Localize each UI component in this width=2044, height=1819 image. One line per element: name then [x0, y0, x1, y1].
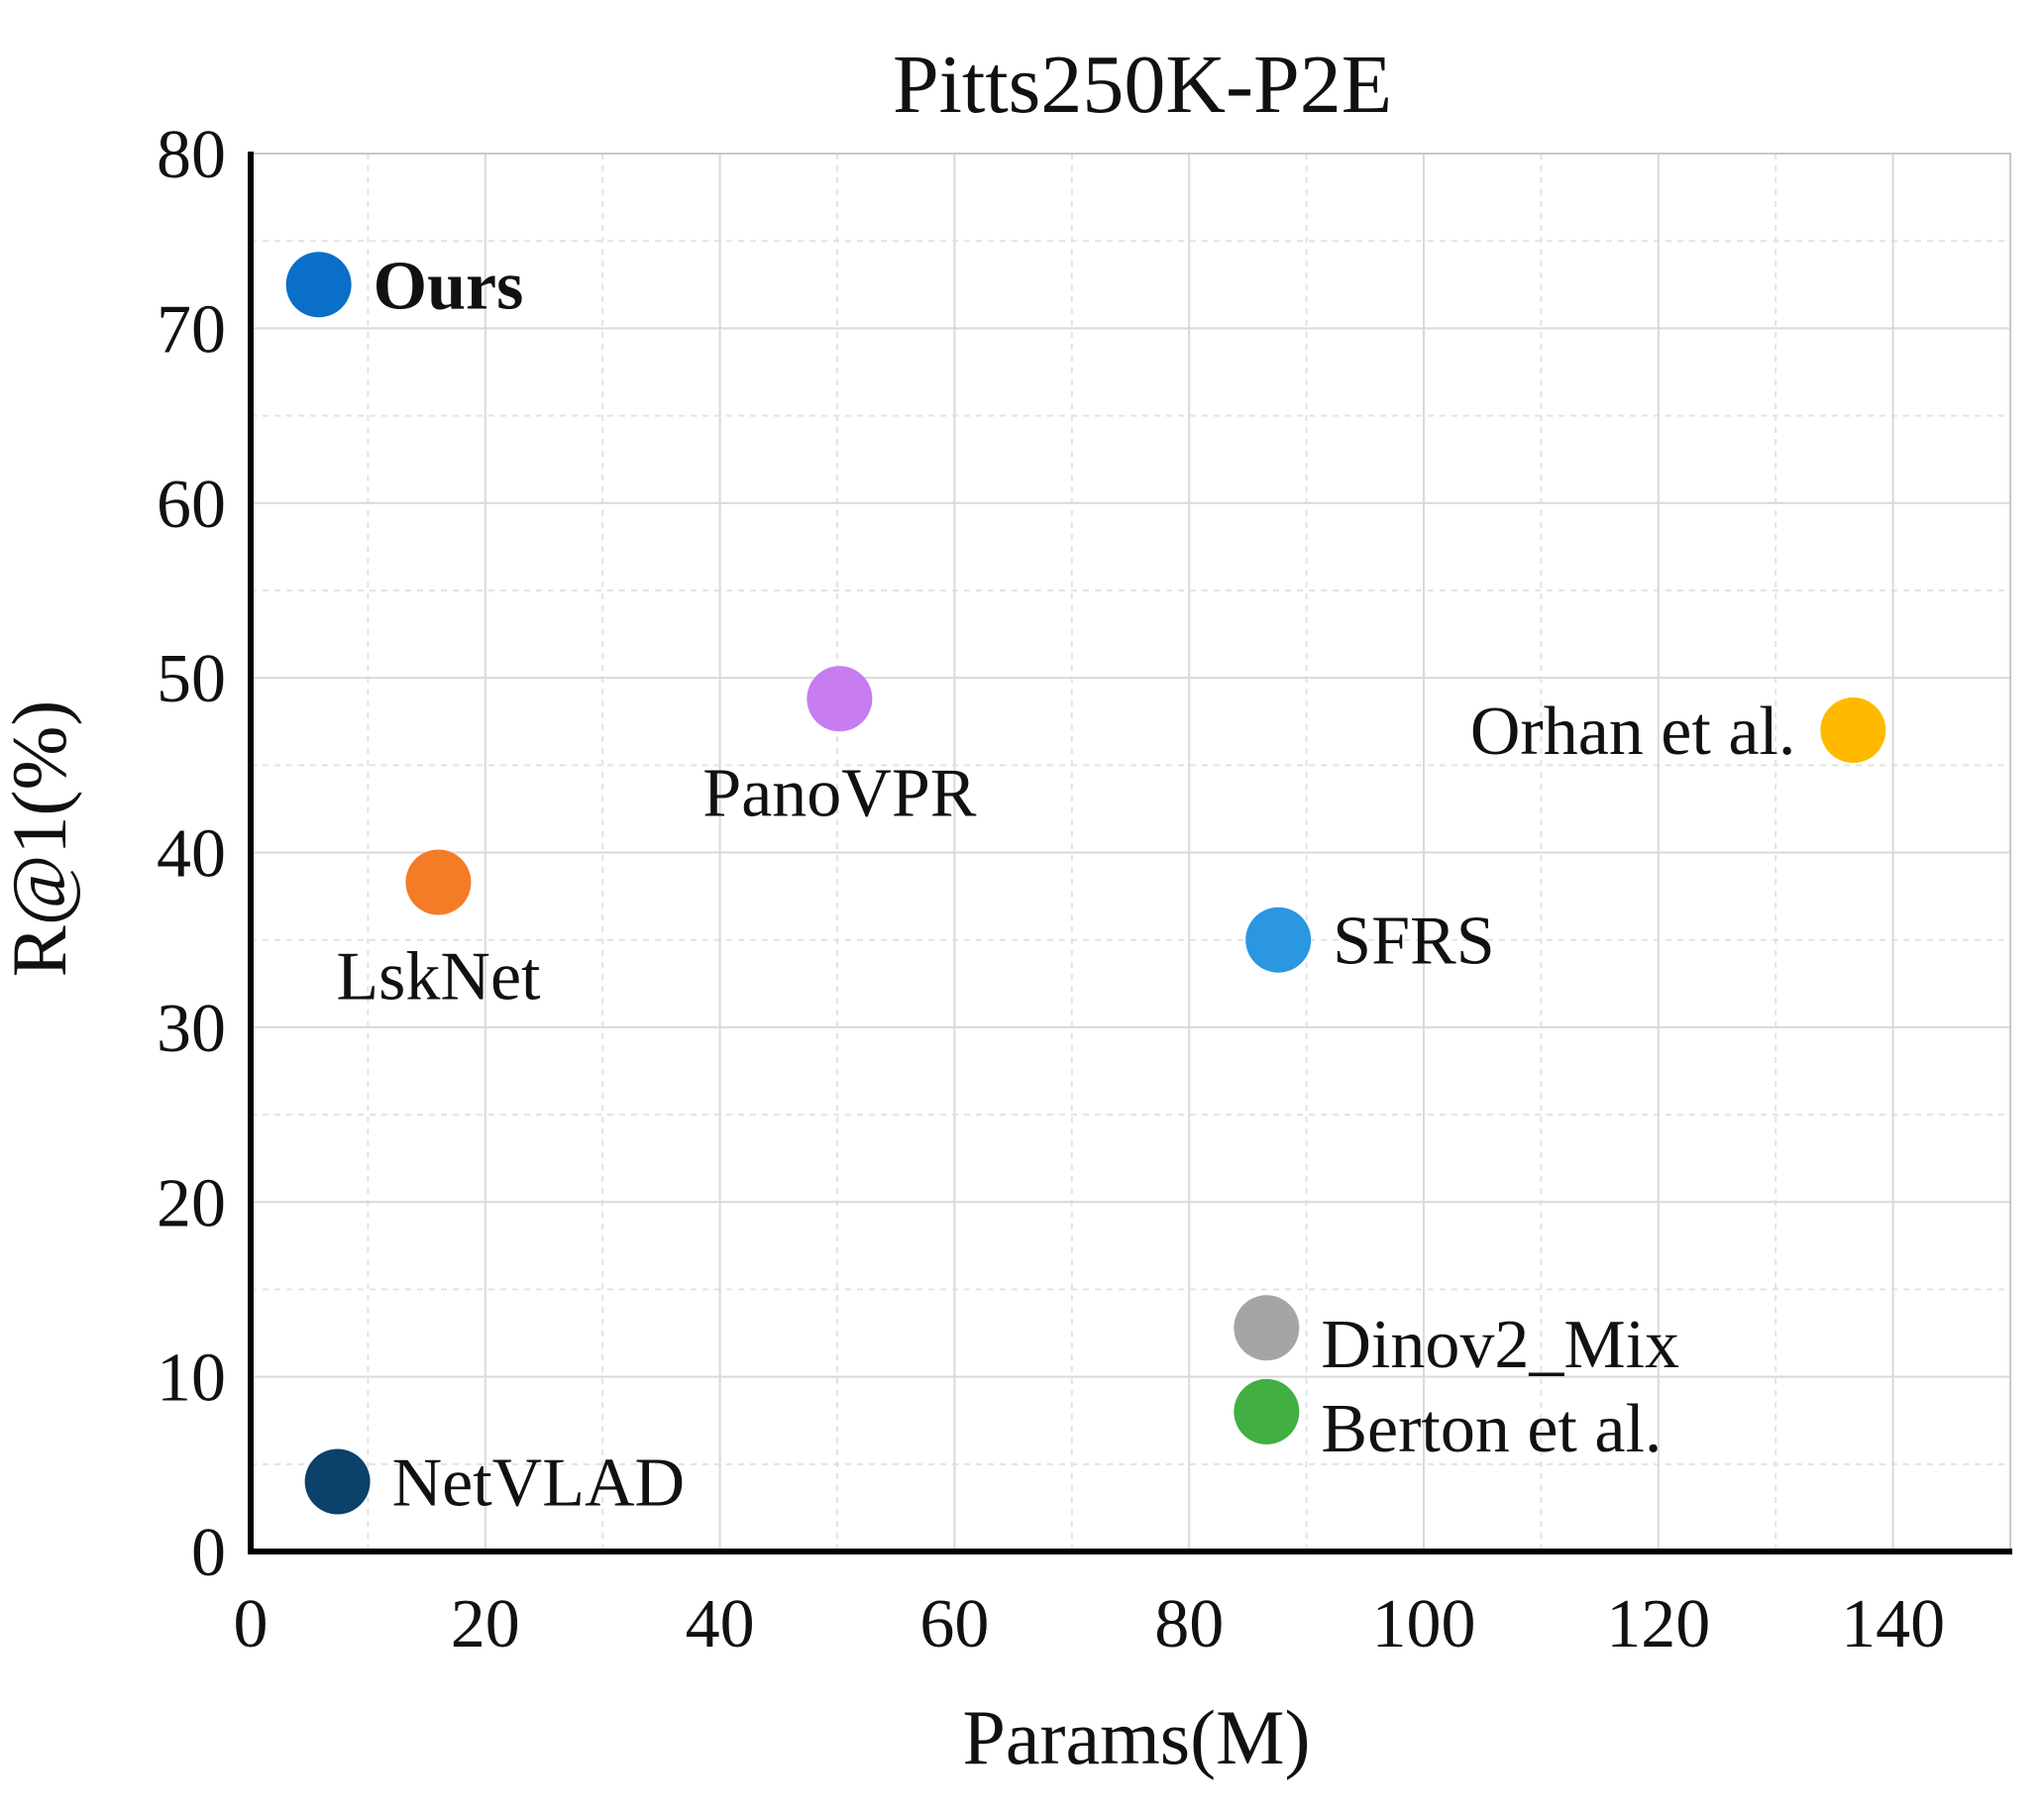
x-tick-label: 120: [1606, 1586, 1710, 1662]
x-tick-label: 80: [1154, 1586, 1224, 1662]
y-tick-label: 80: [157, 117, 226, 193]
point-label-berton-et-al: Berton et al.: [1321, 1391, 1662, 1467]
y-tick-label: 30: [157, 991, 226, 1067]
point-label-netvlad: NetVLAD: [392, 1444, 685, 1521]
data-points: Ours PanoVPR Orhan et al. LskNet SFRS Dinov2_…: [285, 248, 1886, 1521]
point-berton-et-al: [1234, 1378, 1300, 1444]
x-tick-label: 40: [686, 1586, 755, 1662]
point-panovpr: [807, 666, 873, 732]
y-tick-label: 0: [191, 1515, 226, 1591]
point-ours: [285, 252, 352, 318]
point-lsknet: [405, 849, 472, 915]
x-tick-label: 0: [234, 1586, 269, 1662]
x-tick-label: 100: [1372, 1586, 1476, 1662]
point-orhan-et-al: [1820, 697, 1886, 764]
x-axis-label: Params(M): [963, 1694, 1311, 1780]
y-tick-label: 60: [157, 467, 226, 543]
x-tick-label: 60: [919, 1586, 989, 1662]
point-label-ours: Ours: [374, 248, 524, 324]
point-label-panovpr: PanoVPR: [702, 755, 976, 831]
axes: [248, 152, 2012, 1554]
y-tick-label: 70: [157, 291, 226, 368]
point-label-lsknet: LskNet: [336, 938, 541, 1015]
point-sfrs: [1245, 907, 1312, 973]
point-label-sfrs: SFRS: [1333, 904, 1494, 980]
y-tick-label: 10: [157, 1340, 226, 1417]
point-label-orhan-et-al: Orhan et al.: [1470, 694, 1795, 770]
tick-labels: 0 20 40 60 80 100 120 140 0 10 20 30 40 50 60 70 80: [157, 117, 1945, 1662]
chart-title: Pitts250K-P2E: [893, 39, 1392, 131]
y-axis-label: R@1(%): [0, 700, 82, 978]
point-netvlad: [304, 1448, 371, 1515]
y-tick-label: 20: [157, 1165, 226, 1241]
point-dinov2-mix: [1234, 1295, 1300, 1361]
x-tick-label: 140: [1841, 1586, 1945, 1662]
y-tick-label: 40: [157, 816, 226, 893]
x-tick-label: 20: [451, 1586, 520, 1662]
point-label-dinov2-mix: Dinov2_Mix: [1321, 1307, 1679, 1383]
y-tick-label: 50: [157, 641, 226, 717]
